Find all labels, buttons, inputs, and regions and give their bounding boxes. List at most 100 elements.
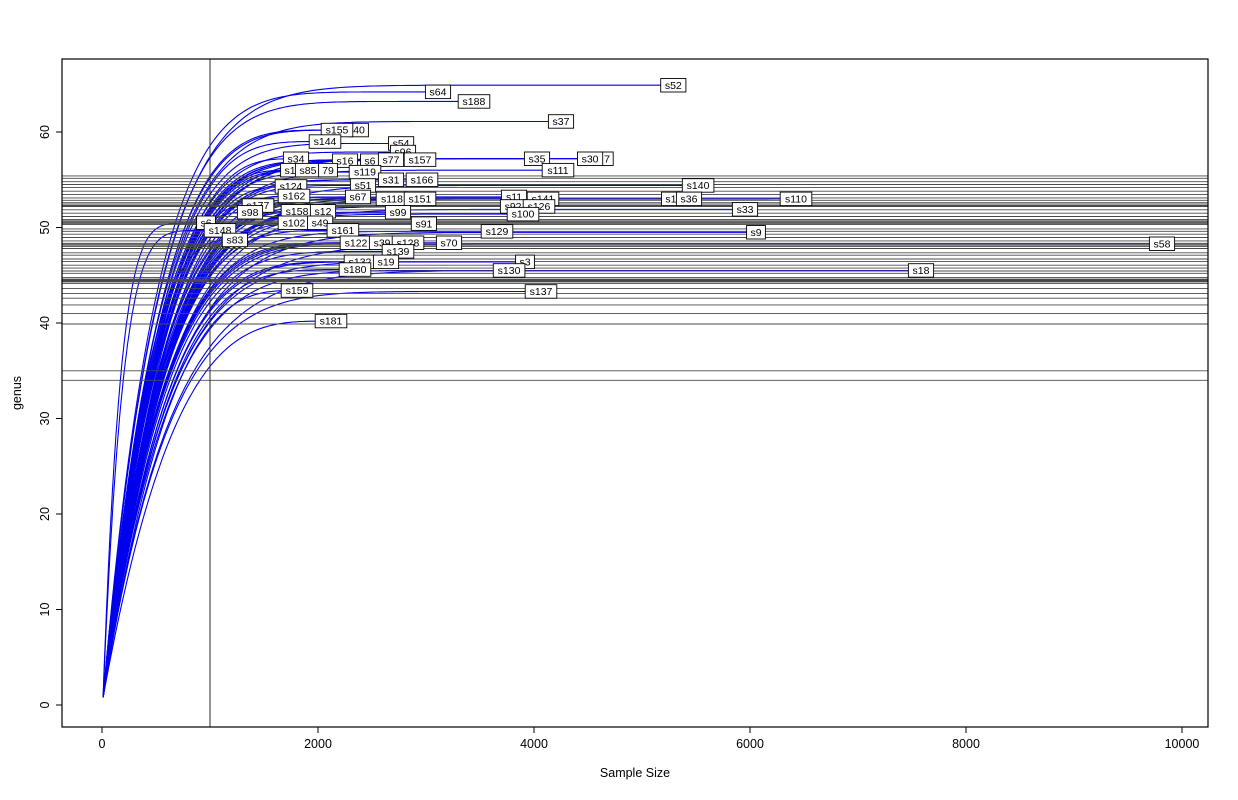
curve-label-text: 40 <box>353 125 365 137</box>
rarefaction-curve-s1 <box>102 169 290 698</box>
curve-label-s99-43: s99 <box>384 205 412 220</box>
rarefaction-curve-s83 <box>102 239 235 698</box>
curve-label-s181-68: s181 <box>314 313 348 329</box>
curve-label-text: s49 <box>312 217 329 229</box>
curve-label-s18-65: s18 <box>907 263 935 278</box>
curve-label-s144-6: s144 <box>308 134 342 149</box>
curve-label-s33-39: s33 <box>731 202 759 217</box>
curve-label-box <box>731 202 759 217</box>
curve-label-text: s16 <box>337 155 354 167</box>
curve-label-box <box>457 94 491 109</box>
rarefaction-curve-s137 <box>102 290 541 698</box>
curve-label-box <box>308 134 342 149</box>
curve-label-s34-9: s34 <box>282 151 310 166</box>
curve-label-text: s33 <box>737 204 754 216</box>
y-axis-title: genus <box>10 376 24 410</box>
y-tick-label-60: 60 <box>38 125 52 139</box>
curve-label-s100-44: s100 <box>506 206 540 222</box>
curve-label-text: s98 <box>241 207 258 219</box>
curve-label-text: s19 <box>378 256 395 268</box>
curve-label-text: s64 <box>430 86 447 98</box>
curve-label-box <box>675 191 703 207</box>
curve-label-text: s6 <box>364 155 375 167</box>
curve-label-box <box>277 188 311 204</box>
curve-label-text: s129 <box>486 226 509 238</box>
curve-label-box <box>480 224 514 239</box>
curve-label-box <box>307 215 334 230</box>
curve-label-text: s51 <box>355 180 372 192</box>
curve-label-s64-1: s64 <box>424 84 452 100</box>
curve-label-box <box>221 232 248 248</box>
curve-label-s151-30: s151 <box>403 191 437 207</box>
rarefaction-curve-s130 <box>102 269 510 698</box>
curve-label-text: s1 <box>284 165 295 177</box>
curve-label-box <box>236 205 264 220</box>
curve-label-text: s58 <box>1154 238 1171 250</box>
rarefaction-curve-s188 <box>102 100 474 698</box>
curve-label-text: s162 <box>283 191 306 203</box>
curve-label-text: s180 <box>344 264 367 276</box>
curve-label-text: s137 <box>530 286 553 298</box>
curve-label-text: s91 <box>415 218 432 230</box>
x-tick-label-10000: 10000 <box>1165 737 1200 751</box>
curve-label-text: s155 <box>326 125 349 137</box>
curve-label-box <box>1148 236 1176 251</box>
curve-label-text: s118 <box>381 193 403 205</box>
curve-label-s162-27: s162 <box>277 188 311 204</box>
curve-label-box <box>523 151 551 166</box>
curve-label-text: s158 <box>286 206 309 218</box>
curve-label-box <box>372 254 400 270</box>
curve-label-box <box>344 189 372 205</box>
curve-label-text: s77 <box>383 154 400 166</box>
curve-label-s83-53: s83 <box>221 232 248 248</box>
curve-label-box <box>314 313 348 329</box>
curve-label-text: s31 <box>383 174 400 186</box>
curve-label-box <box>541 162 575 178</box>
curve-label-text: s36 <box>681 193 698 205</box>
curve-label-s180-63: s180 <box>338 262 372 277</box>
curve-label-s31-22: s31 <box>377 172 405 187</box>
curve-label-s122-54: s122 <box>339 235 373 250</box>
curve-label-s98-40: s98 <box>236 205 264 220</box>
curve-label-s12-42: s12 <box>309 204 337 219</box>
curve-label-text: s130 <box>498 265 521 277</box>
curve-label-s102-46: s102 <box>277 215 311 230</box>
curve-label-text: s3 <box>519 256 530 268</box>
curve-label-s52-0: s52 <box>660 78 687 93</box>
curve-label-text: s35 <box>529 153 546 165</box>
curve-label-text: s30 <box>582 153 599 165</box>
curve-label-text: s70 <box>441 237 458 249</box>
curve-label-s77-12: s77 <box>377 152 405 167</box>
rarefaction-curve-s3 <box>102 261 525 698</box>
curve-label-s58-58: s58 <box>1148 236 1176 251</box>
curve-label-box <box>492 263 526 278</box>
rarefaction-curve-s159 <box>102 289 297 698</box>
curve-label-text: s18 <box>912 265 929 277</box>
rarefaction-curve-s9 <box>102 231 756 698</box>
curve-label-s130-64: s130 <box>492 263 526 278</box>
curve-label-text: s34 <box>287 153 304 165</box>
curve-label-box <box>506 206 540 222</box>
curve-label-box <box>280 283 314 298</box>
curve-label-s19-61: s19 <box>372 254 400 270</box>
curve-label-text: s85 <box>299 165 316 177</box>
curve-label-s9-52: s9 <box>746 225 766 240</box>
curve-label-box <box>331 153 359 168</box>
y-tick-label-30: 30 <box>38 412 52 426</box>
curve-label-box <box>547 114 575 129</box>
rarefaction-curve-s139 <box>102 250 398 698</box>
curve-label-s16-11: s16 <box>331 153 359 168</box>
curve-label-s129-51: s129 <box>480 224 514 239</box>
curve-label-s166-23: s166 <box>405 172 439 187</box>
curve-label-s118-29: s118 <box>375 191 409 207</box>
curve-label-s140-26: s140 <box>681 178 715 193</box>
curve-label-s110-35: s110 <box>779 191 813 207</box>
curve-label-s67-28: s67 <box>344 189 372 205</box>
curve-label-box <box>377 152 405 167</box>
curve-label-text: s161 <box>332 225 355 237</box>
curve-label-s159-66: s159 <box>280 283 314 298</box>
curve-label-text: s159 <box>286 285 309 297</box>
curve-label-s70-57: s70 <box>435 235 463 250</box>
curve-label-text: s166 <box>411 174 434 186</box>
